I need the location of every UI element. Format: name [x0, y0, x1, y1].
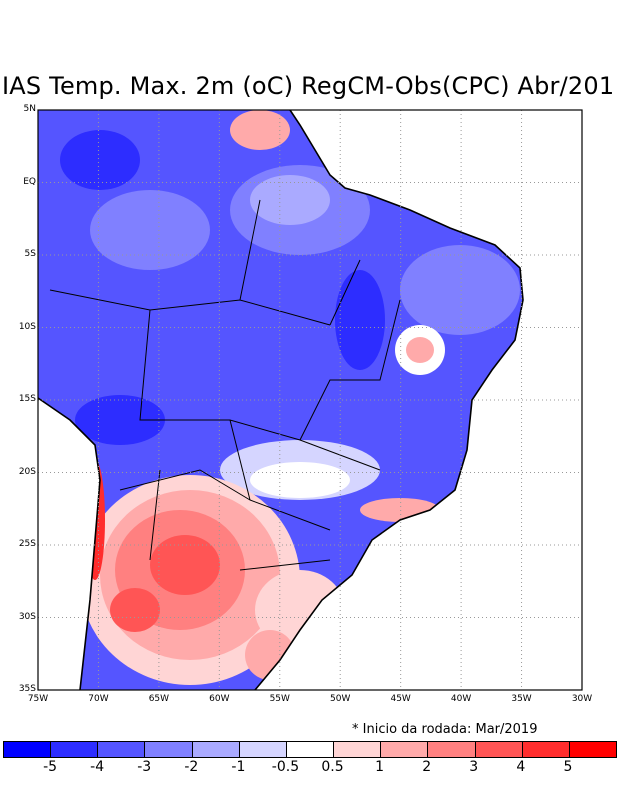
field-contour [406, 337, 434, 363]
field-contour [150, 535, 220, 595]
field-contour [400, 245, 520, 335]
colorbar-swatch [145, 742, 193, 757]
lon-tick-label: 30W [571, 694, 593, 704]
map-title: IAS Temp. Max. 2m (oC) RegCM-Obs(CPC) Ab… [2, 72, 615, 100]
colorbar-label: -2 [184, 759, 199, 775]
coastline [37, 109, 524, 691]
colorbar-label: 3 [469, 759, 479, 775]
colorbar-swatch [98, 742, 146, 757]
colorbar-label: -3 [137, 759, 152, 775]
colorbar-label: 4 [516, 759, 526, 775]
map-frame [37, 109, 583, 691]
colorbar-label: 5 [563, 759, 573, 775]
colorbar-swatch [381, 742, 429, 757]
grid-lines [38, 110, 582, 690]
borders [49, 199, 401, 571]
lon-tick-label: 35W [511, 694, 532, 704]
colorbar-swatch [51, 742, 99, 757]
colorbar-swatch [192, 742, 240, 757]
colorbar-label: -5 [43, 759, 58, 775]
colorbar-swatch [286, 742, 335, 757]
colorbar-label: 2 [422, 759, 432, 775]
colorbar-label: 0.5 [321, 759, 344, 775]
field-contour [335, 270, 385, 370]
lon-tick-label: 55W [269, 694, 290, 704]
colorbar-label: -0.5 [271, 759, 300, 775]
lat-tick-label: 10S [18, 321, 36, 332]
lon-tick-label: 50W [330, 694, 351, 704]
colorbar-swatch [522, 742, 570, 757]
lon-tick-label: 60W [209, 694, 230, 704]
colorbar-label: 1 [375, 759, 385, 775]
lat-tick-label: 25S [18, 539, 36, 549]
lat-tick-label: 30S [18, 611, 36, 622]
lat-tick-label: 15S [18, 394, 36, 404]
field-contour [230, 110, 290, 150]
field-contour [250, 462, 350, 498]
lat-tick-label: EQ [23, 176, 36, 187]
lat-tick-label: 5S [24, 249, 36, 259]
colorbar-swatch [4, 742, 52, 757]
field-contour [90, 190, 210, 270]
field-contour [60, 130, 140, 190]
lat-tick-label: 35S [18, 684, 36, 694]
lon-tick-label: 45W [390, 694, 411, 704]
colorbar-swatch [334, 742, 382, 757]
lon-tick-label: 70W [88, 694, 109, 704]
colorbar-label: -1 [231, 759, 246, 775]
run-start-note: * Inicio da rodada: Mar/2019 [352, 722, 538, 737]
field-contour [250, 175, 330, 225]
lon-tick-label: 40W [450, 694, 472, 704]
field-contour [110, 588, 160, 632]
lon-tick-label: 65W [148, 694, 170, 704]
colorbar-swatch [569, 742, 617, 757]
colorbar-swatch [428, 742, 476, 757]
colorbar [3, 741, 617, 758]
colorbar-label: -4 [90, 759, 105, 775]
field-contour [85, 460, 105, 580]
colorbar-swatch [475, 742, 523, 757]
lat-tick-label: 20S [18, 466, 36, 477]
lat-tick-label: 5N [23, 104, 36, 114]
lon-tick-label: 75W [27, 694, 49, 704]
colorbar-swatch [239, 742, 287, 757]
field-contour [75, 395, 165, 445]
